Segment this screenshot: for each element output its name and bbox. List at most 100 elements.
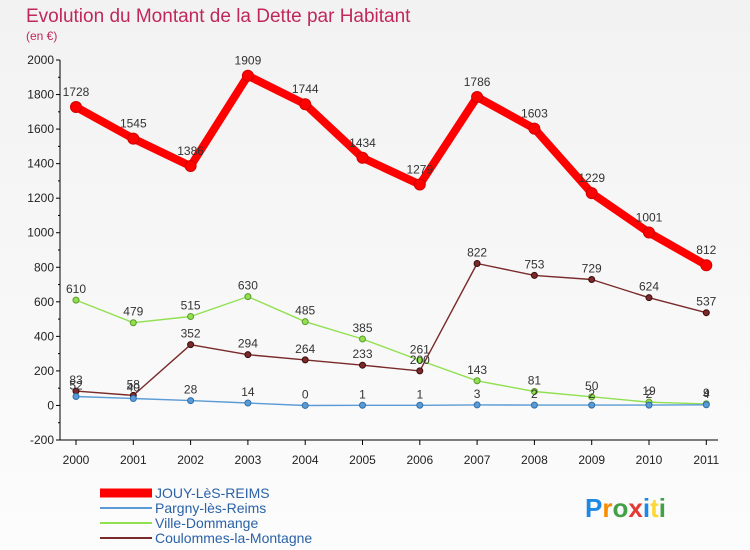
y-tick-label: 1800 <box>27 88 54 102</box>
logo-letter: o <box>612 493 628 523</box>
data-label: 729 <box>582 262 602 276</box>
data-point <box>72 392 80 400</box>
data-label: 143 <box>467 363 487 377</box>
data-point <box>530 271 538 279</box>
data-point <box>187 397 195 405</box>
data-point <box>301 318 309 326</box>
x-tick-label: 2000 <box>63 453 90 467</box>
data-label: 485 <box>295 304 315 318</box>
data-label: 352 <box>181 327 201 341</box>
data-point <box>244 351 252 359</box>
data-point <box>588 393 596 401</box>
data-label: 2 <box>588 387 595 401</box>
y-tick-label: 200 <box>34 364 54 378</box>
data-label: 83 <box>69 373 83 387</box>
data-label: 1386 <box>177 144 204 158</box>
data-label: 1229 <box>578 171 605 185</box>
data-point <box>471 90 484 103</box>
y-tick-label: 600 <box>34 295 54 309</box>
data-point <box>702 401 710 409</box>
y-tick-label: 800 <box>34 260 54 274</box>
logo-text: Proxiti <box>585 493 666 523</box>
data-label: 4 <box>703 387 710 401</box>
y-tick-label: 1200 <box>27 191 54 205</box>
y-tick-label: 400 <box>34 329 54 343</box>
data-point <box>530 401 538 409</box>
data-label: 537 <box>696 295 716 309</box>
data-point <box>588 276 596 284</box>
data-point <box>473 377 481 385</box>
logo-letter: t <box>650 493 659 523</box>
logo-letter: P <box>585 493 602 523</box>
data-label: 1279 <box>406 163 433 177</box>
data-point <box>301 401 309 409</box>
proxiti-logo: Proxiti <box>585 493 666 523</box>
data-point <box>129 319 137 327</box>
legend-label: JOUY-LèS-REIMS <box>155 485 270 501</box>
data-point <box>301 356 309 364</box>
data-labels: 1728154513861909174414341279178616031229… <box>63 54 717 402</box>
data-label: 610 <box>66 282 86 296</box>
data-point <box>588 401 596 409</box>
data-label: 479 <box>123 305 143 319</box>
data-label: 0 <box>302 387 309 401</box>
data-point <box>700 259 713 272</box>
data-point <box>187 341 195 349</box>
data-label: 1786 <box>464 75 491 89</box>
data-point <box>299 98 312 111</box>
legend-label: Coulommes-la-Montagne <box>155 530 312 546</box>
series-line <box>72 71 711 270</box>
y-tick-label: 0 <box>47 398 54 412</box>
logo-letter: r <box>602 493 612 523</box>
x-tick-label: 2009 <box>578 453 605 467</box>
legend-label: Pargny-lès-Reims <box>155 500 266 516</box>
legend: JOUY-LèS-REIMSPargny-lès-ReimsVille-Domm… <box>100 485 312 546</box>
data-point <box>359 401 366 409</box>
x-tick-label: 2004 <box>292 453 319 467</box>
data-label: 1744 <box>292 82 319 96</box>
data-point <box>72 296 80 304</box>
logo-letter: i <box>643 493 650 523</box>
data-label: 624 <box>639 280 659 294</box>
data-label: 630 <box>238 279 258 293</box>
data-label: 822 <box>467 245 487 259</box>
data-point <box>187 313 195 320</box>
data-point <box>702 309 710 317</box>
data-label: 9 <box>703 386 710 400</box>
data-label: 1 <box>359 387 366 401</box>
data-point <box>127 132 140 145</box>
y-tick-label: 1000 <box>27 226 54 240</box>
data-label: 52 <box>69 378 83 392</box>
series-line <box>75 262 707 397</box>
data-label: 1 <box>416 387 423 401</box>
data-label: 81 <box>528 373 542 387</box>
data-point <box>241 69 254 82</box>
x-tick-label: 2001 <box>120 453 147 467</box>
data-point <box>244 293 252 301</box>
data-point <box>530 387 538 395</box>
data-label: 261 <box>410 342 430 356</box>
data-label: 1728 <box>63 85 90 99</box>
data-point <box>643 226 655 239</box>
series-line <box>75 295 707 405</box>
x-tick-label: 2010 <box>636 453 663 467</box>
data-label: 1434 <box>349 136 376 150</box>
data-label: 50 <box>585 379 599 393</box>
data-label: 294 <box>238 337 258 351</box>
data-point <box>585 187 598 200</box>
data-label: 2 <box>531 387 538 401</box>
logo-letter: x <box>628 493 643 523</box>
data-label: 28 <box>184 383 198 397</box>
data-point <box>184 160 197 173</box>
data-point <box>528 122 541 135</box>
y-tick-label: -200 <box>30 433 54 447</box>
logo-letter: i <box>659 493 666 523</box>
data-label: 1545 <box>120 117 147 131</box>
x-tick-label: 2006 <box>406 453 433 467</box>
data-point <box>645 294 653 302</box>
data-point <box>359 335 366 343</box>
y-tick-label: 1400 <box>27 157 54 171</box>
x-tick-label: 2003 <box>235 453 262 467</box>
series-layer <box>70 69 713 409</box>
